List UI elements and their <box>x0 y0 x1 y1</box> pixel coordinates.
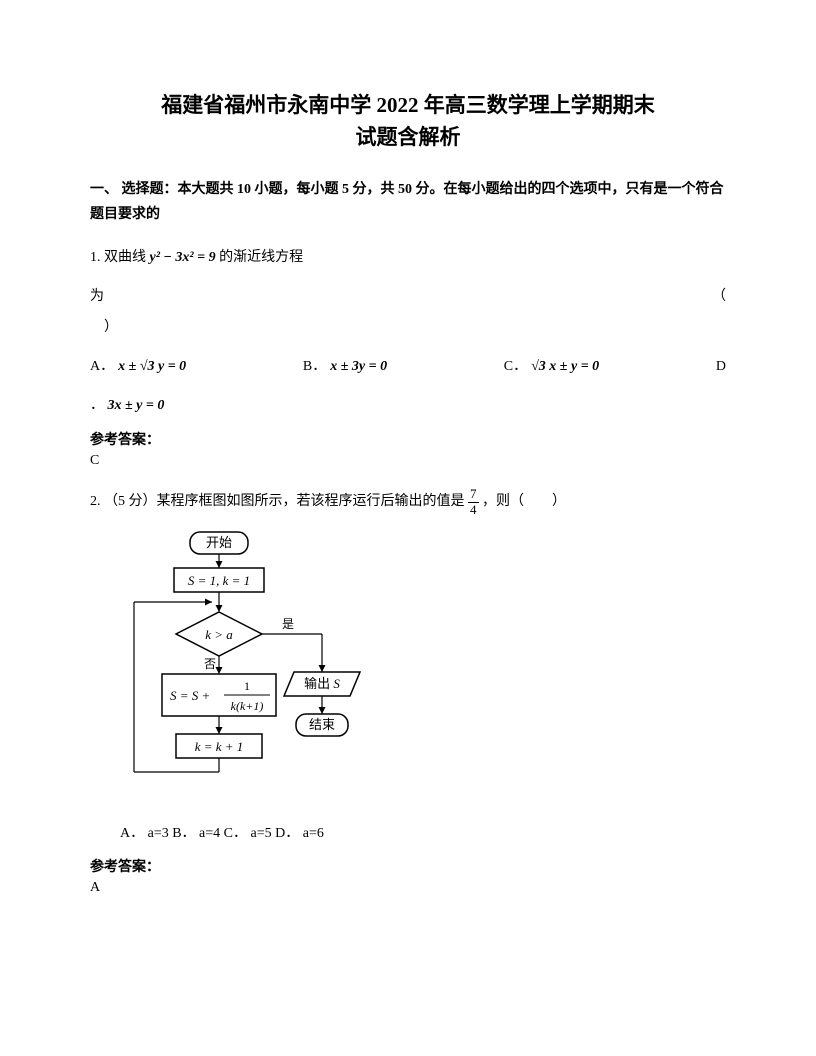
q1-c-formula: √3 x ± y = 0 <box>531 352 599 383</box>
q2-post: ，则（ ） <box>482 494 566 509</box>
q1-answer: C <box>90 453 726 469</box>
q2-answer: A <box>90 880 726 896</box>
q1-choice-d-row: ． 3x ± y = 0 <box>90 391 726 422</box>
fc-output: 输出 S <box>304 676 340 691</box>
fc-cond: k > a <box>205 627 233 642</box>
q2-fraction: 7 4 <box>468 487 479 517</box>
fc-update-k: k = k + 1 <box>195 739 244 754</box>
q1-answer-label: 参考答案： <box>90 429 726 449</box>
section-heading: 一、 选择题：本大题共 10 小题，每小题 5 分，共 50 分。在每小题给出的… <box>90 177 726 227</box>
fc-init: S = 1, k = 1 <box>188 573 250 588</box>
q1-d-formula: 3x ± y = 0 <box>108 398 165 413</box>
q1-a-formula: x ± √3 y = 0 <box>118 352 186 383</box>
q1-mid: 的渐近线方程 <box>219 250 303 265</box>
q2-pre: 2. （5 分）某程序框图如图所示，若该程序运行后输出的值是 <box>90 494 465 509</box>
q2-frac-num: 7 <box>468 487 479 502</box>
fc-update-s-num: 1 <box>244 679 250 693</box>
fc-update-s: S = S + <box>170 688 210 703</box>
q1-wei: 为 <box>90 282 104 313</box>
q2-stem: 2. （5 分）某程序框图如图所示，若该程序运行后输出的值是 7 4 ，则（ ） <box>90 487 726 518</box>
q1-choices-row1: A． x ± √3 y = 0 B． x ± 3y = 0 C． √3 x ± … <box>90 352 726 383</box>
q1-paren-open: （ <box>712 282 726 313</box>
fc-start: 开始 <box>206 535 232 550</box>
q1-wei-row: 为 （ <box>90 282 726 313</box>
q1-paren-close: ） <box>104 320 118 335</box>
fc-end: 结束 <box>309 717 335 732</box>
q1-b-label: B． <box>303 352 326 383</box>
page-title: 福建省福州市永南中学 2022 年高三数学理上学期期末 试题含解析 <box>90 90 726 153</box>
q1-choice-c: C． √3 x ± y = 0 <box>504 352 599 383</box>
title-line2: 试题含解析 <box>356 125 461 149</box>
q1-choice-b: B． x ± 3y = 0 <box>303 352 387 383</box>
fc-no: 否 <box>204 657 216 671</box>
fc-yes: 是 <box>282 617 294 631</box>
q1-choice-d-label: D <box>716 352 726 383</box>
title-line1: 福建省福州市永南中学 2022 年高三数学理上学期期末 <box>161 93 655 117</box>
q1-paren-close-row: ） <box>90 313 726 344</box>
q2-frac-den: 4 <box>468 503 479 517</box>
q1-d-label: D <box>716 352 726 383</box>
q1-d-dot: ． <box>90 398 104 413</box>
q1-b-formula: x ± 3y = 0 <box>330 352 387 383</box>
q2-flowchart: 开始 S = 1, k = 1 k > a 是 输出 S 结束 否 <box>112 528 726 808</box>
q2-answer-label: 参考答案： <box>90 856 726 876</box>
q1-choice-a: A． x ± √3 y = 0 <box>90 352 186 383</box>
q1-c-label: C． <box>504 352 527 383</box>
q1-a-label: A． <box>90 352 114 383</box>
q2-choices: A． a=3 B． a=4 C． a=5 D． a=6 <box>120 822 726 842</box>
fc-update-s-den: k(k+1) <box>231 699 264 713</box>
q1-stem: 1. 双曲线 y² − 3x² = 9 的渐近线方程 <box>90 243 726 274</box>
q1-pre: 1. 双曲线 <box>90 250 146 265</box>
q1-formula: y² − 3x² = 9 <box>150 250 216 265</box>
